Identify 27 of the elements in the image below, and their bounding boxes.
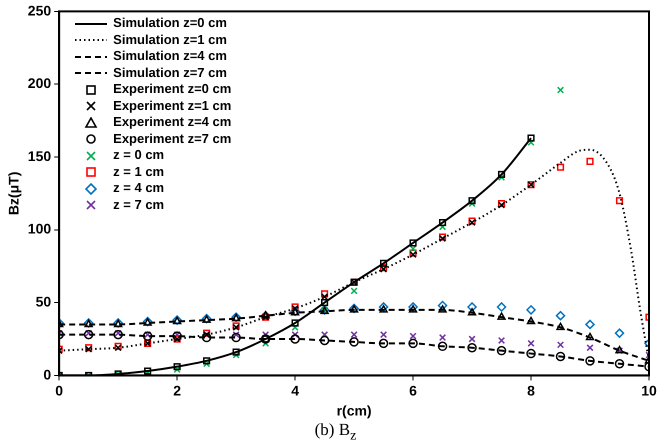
x-tick-label: 0 — [55, 382, 64, 399]
x-tick-label: 6 — [409, 382, 418, 399]
text: (b) B$_{z}$ — [314, 420, 358, 444]
y-tick-label: 250 — [28, 2, 52, 18]
legend-label: Experiment z=4 cm — [113, 114, 232, 131]
y-tick-label: 150 — [28, 148, 52, 164]
y-tick-label: 200 — [28, 75, 52, 92]
x-axis-title: r(cm) — [336, 402, 372, 418]
legend-label: Experiment z=0 cm — [113, 81, 232, 98]
legend-label: z = 1 cm — [113, 164, 164, 180]
y-axis-title: Bz(μT) — [5, 172, 22, 216]
x-tick-label: 2 — [173, 382, 182, 399]
x-tick-label: 10 — [641, 382, 657, 399]
legend-label: Experiment z=1 cm — [113, 98, 232, 114]
y-tick-label: 0 — [43, 366, 52, 382]
y-tick-label: 50 — [36, 293, 52, 310]
y-tick-label: 100 — [28, 220, 52, 237]
x-tick-label: 8 — [527, 382, 536, 399]
legend-label: z = 4 cm — [113, 180, 164, 197]
legend-label: Simulation z=4 cm — [113, 48, 227, 65]
legend-label: Experiment z=7 cm — [113, 130, 232, 148]
legend-label: z = 7 cm — [113, 196, 164, 214]
legend-label: z = 0 cm — [113, 147, 164, 164]
legend-label: Simulation z=1 cm — [113, 32, 227, 48]
legend-label: Simulation z=0 cm — [113, 15, 227, 32]
x-tick-label: 4 — [291, 382, 300, 399]
legend-label: Simulation z=7 cm — [113, 64, 227, 82]
